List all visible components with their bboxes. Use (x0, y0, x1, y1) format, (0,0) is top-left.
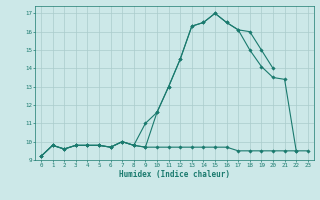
X-axis label: Humidex (Indice chaleur): Humidex (Indice chaleur) (119, 170, 230, 179)
